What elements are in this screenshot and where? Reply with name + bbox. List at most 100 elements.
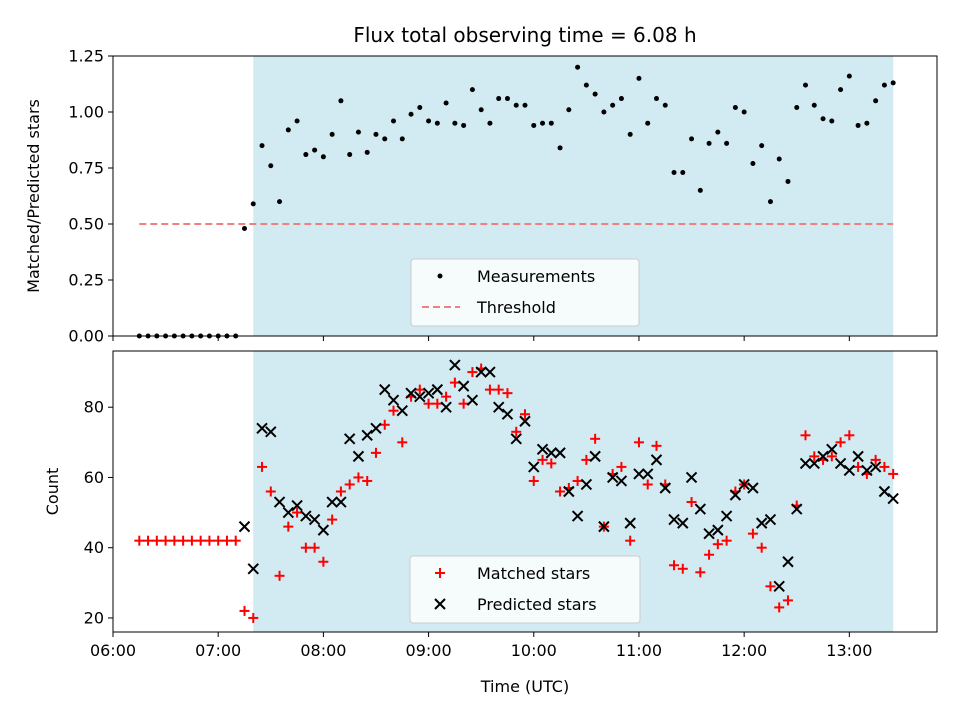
predicted-star-point — [826, 443, 838, 456]
measurement-point — [522, 102, 528, 108]
predicted-star-point-b — [440, 401, 452, 413]
x-tick-label: 10:00 — [511, 641, 557, 660]
matched-star-point — [458, 398, 469, 409]
predicted-star-point-b — [422, 387, 435, 399]
predicted-star-point — [317, 524, 330, 536]
predicted-star-point — [405, 387, 417, 399]
top-panel: 0.00 0.25 0.50 0.75 1.00 1.25 Flux total obse… — [24, 23, 938, 346]
predicted-star-point-b — [335, 496, 347, 508]
predicted-star-point — [501, 408, 514, 420]
measurement-point — [540, 120, 546, 126]
top-y-tick-label: 0.00 — [68, 327, 104, 346]
matched-star-point — [721, 535, 732, 546]
predicted-star-point — [869, 461, 882, 473]
predicted-star-point — [326, 496, 338, 508]
legend-matched-glyph — [435, 568, 445, 578]
predicted-star-point-b — [308, 513, 321, 526]
predicted-star-point — [440, 401, 452, 413]
predicted-star-point-b — [580, 478, 593, 491]
predicted-star-point-b — [747, 482, 759, 494]
measurement-point — [531, 122, 537, 128]
predicted-star-point-b — [685, 471, 698, 484]
predicted-star-point — [379, 383, 391, 396]
measurement-point — [636, 75, 642, 81]
measurement-point — [504, 96, 510, 102]
top-legend-box — [410, 258, 640, 327]
measurement-point — [575, 64, 581, 70]
predicted-star-point — [273, 496, 286, 508]
predicted-star-point — [817, 450, 829, 463]
predicted-star-point — [712, 524, 724, 536]
matched-star-point — [502, 388, 513, 399]
measurement-point — [303, 152, 309, 158]
matched-star-point — [362, 475, 373, 486]
predicted-star-point — [361, 429, 373, 442]
predicted-star-point — [492, 401, 505, 413]
predicted-star-point — [536, 443, 549, 456]
measurement-point — [645, 120, 651, 126]
predicted-star-point-b — [738, 478, 750, 491]
measurement-point — [285, 127, 291, 133]
predicted-star-point-b — [519, 415, 531, 427]
predicted-star-point — [659, 482, 671, 494]
matched-star-point — [511, 426, 522, 437]
predicted-star-point-b — [887, 492, 899, 505]
measurement-point — [820, 116, 826, 122]
predicted-star-point — [256, 422, 268, 434]
matched-star-point — [414, 384, 425, 395]
matched-star-point — [309, 542, 320, 553]
measurement-point — [294, 118, 300, 124]
measurement-point — [864, 120, 870, 126]
predicted-star-point-b — [379, 383, 391, 396]
predicted-star-point-b — [352, 450, 365, 463]
predicted-star-point-b — [387, 394, 400, 406]
matched-star-point — [318, 556, 329, 567]
predicted-star-point-b — [361, 429, 373, 442]
matched-star-point — [695, 567, 706, 578]
matched-star-point — [686, 497, 697, 508]
predicted-star-point-b — [764, 513, 777, 526]
predicted-star-point — [755, 517, 768, 529]
predicted-star-point — [335, 496, 347, 508]
matched-star-point — [449, 377, 460, 388]
predicted-star-point-b — [589, 450, 601, 463]
measurement-point — [566, 107, 572, 113]
matched-star-point — [590, 433, 601, 444]
legend-measurements-label: Measurements — [477, 267, 595, 286]
predicted-star-point — [633, 468, 645, 480]
predicted-star-point — [414, 390, 426, 403]
matched-star-point — [484, 384, 495, 395]
predicted-star-point-b — [343, 433, 356, 445]
predicted-star-point-b — [615, 475, 628, 487]
matched-star-point — [379, 419, 390, 430]
matched-star-point — [633, 437, 644, 448]
matched-star-point — [844, 430, 855, 441]
bottom-y-axis-label: Count — [43, 468, 62, 516]
predicted-star-point-b — [817, 450, 829, 463]
measurement-point — [741, 109, 747, 115]
matched-star-point — [213, 535, 224, 546]
predicted-star-point-b — [782, 556, 794, 568]
predicted-star-point — [519, 415, 531, 427]
x-tick-label: 09:00 — [406, 641, 452, 660]
measurement-point — [750, 161, 756, 167]
measurement-point — [443, 100, 449, 106]
predicted-star-point-b — [317, 524, 330, 536]
matched-star-point — [528, 475, 539, 486]
measurement-point — [513, 102, 519, 108]
matched-star-point — [265, 486, 276, 497]
measurement-point — [250, 201, 256, 207]
x-tick-label: 07:00 — [195, 641, 241, 660]
predicted-star-point-b — [300, 510, 312, 522]
predicted-star-point-b — [475, 366, 487, 378]
matched-star-point — [520, 409, 530, 420]
measurement-point — [618, 96, 624, 102]
measurement-point — [767, 199, 773, 205]
matched-star-point — [677, 563, 688, 574]
predicted-star-point — [782, 556, 794, 568]
measurement-point — [759, 143, 765, 149]
predicted-star-point-b — [536, 443, 549, 456]
measurement-point — [890, 80, 896, 86]
bottom-y-tick-label: 20 — [84, 608, 104, 627]
measurement-point — [803, 82, 809, 88]
